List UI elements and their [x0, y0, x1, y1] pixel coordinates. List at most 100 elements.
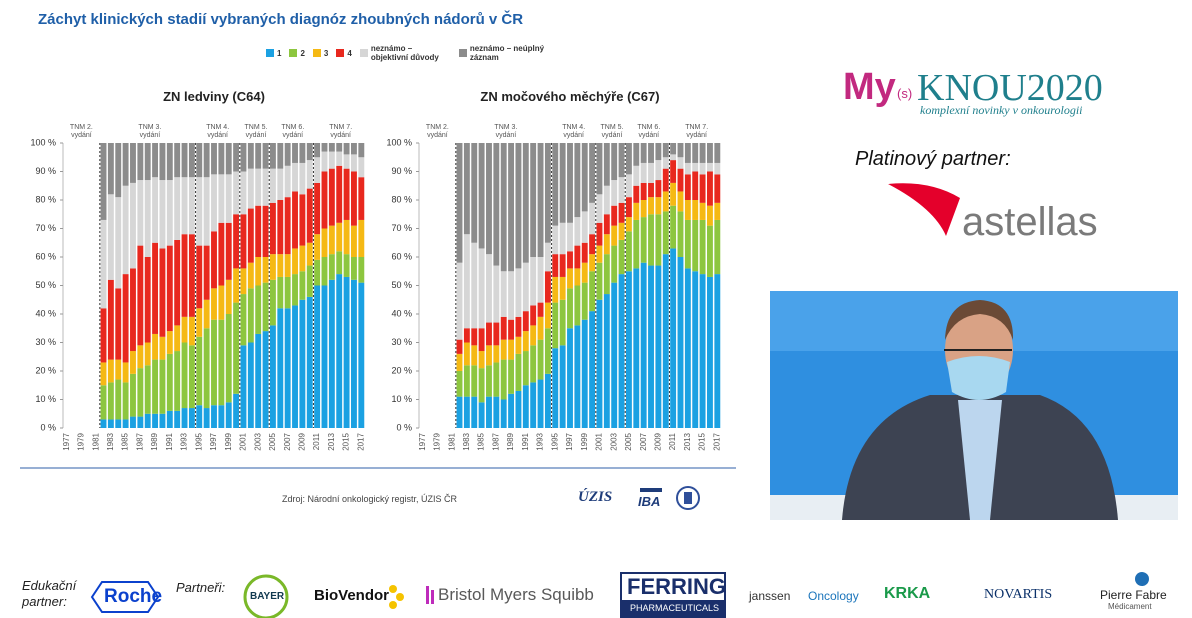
- bar-segment: [692, 220, 698, 271]
- bar-segment: [604, 254, 610, 294]
- bar-segment: [560, 254, 566, 277]
- bar-segment: [501, 271, 507, 317]
- bar-segment: [493, 266, 499, 323]
- bar-segment: [292, 163, 298, 192]
- bar-segment: [700, 220, 706, 274]
- bar-segment: [314, 183, 320, 234]
- bar-segment: [538, 340, 544, 380]
- bar-segment: [115, 143, 121, 197]
- bar-segment: [248, 263, 254, 289]
- astellas-swoosh: [888, 183, 960, 236]
- bar-segment: [277, 308, 283, 428]
- x-tick-label: 1989: [506, 432, 515, 450]
- bar-segment: [538, 143, 544, 257]
- bar-segment: [218, 286, 224, 320]
- bar-segment: [218, 174, 224, 222]
- uzis-logo: ÚZIS: [578, 489, 612, 506]
- legend: 1234neznámo – objektivní důvodyneznámo –…: [266, 44, 550, 62]
- iba-bar: [640, 488, 662, 492]
- edition-label: TNM 7. vydání: [683, 124, 711, 140]
- bar-segment: [314, 260, 320, 286]
- legend-swatch: [313, 49, 321, 57]
- bar-segment: [307, 189, 313, 243]
- bar-segment: [277, 169, 283, 200]
- bar-segment: [655, 214, 661, 265]
- bar-segment: [567, 251, 573, 268]
- bar-segment: [464, 234, 470, 328]
- bar-segment: [344, 220, 350, 254]
- bar-segment: [560, 345, 566, 428]
- bar-segment: [108, 143, 114, 194]
- x-tick-label: 2013: [683, 432, 692, 450]
- bar-segment: [218, 223, 224, 286]
- edition-label: TNM 2. vydání: [423, 124, 451, 140]
- edition-label: TNM 3. vydání: [492, 124, 520, 140]
- bar-segment: [108, 360, 114, 383]
- bar-segment: [159, 143, 165, 180]
- bar-segment: [515, 337, 521, 354]
- legend-item: 1: [266, 49, 281, 58]
- bar-segment: [700, 143, 706, 163]
- bar-segment: [159, 360, 165, 414]
- seal-inner: [684, 492, 692, 504]
- bar-segment: [270, 169, 276, 203]
- bar-segment: [611, 246, 617, 283]
- bar-segment: [700, 174, 706, 203]
- bar-segment: [574, 268, 580, 285]
- bar-segment: [329, 143, 335, 152]
- bar-segment: [292, 191, 298, 248]
- bar-segment: [152, 334, 158, 360]
- novartis-logo: NOVARTIS: [984, 587, 1052, 603]
- bar-segment: [204, 177, 210, 245]
- bar-segment: [597, 246, 603, 263]
- bar-segment: [633, 143, 639, 166]
- bar-segment: [263, 206, 269, 257]
- edition-label: TNM 4. vydání: [560, 124, 588, 140]
- bar-segment: [167, 331, 173, 354]
- bar-segment: [182, 343, 188, 409]
- bar-segment: [329, 254, 335, 280]
- bar-segment: [663, 169, 669, 192]
- bar-segment: [189, 177, 195, 234]
- bar-segment: [479, 248, 485, 328]
- y-tick-label: 100 %: [386, 137, 412, 147]
- bar-segment: [604, 214, 610, 234]
- bar-segment: [255, 143, 261, 169]
- bar-segment: [336, 166, 342, 223]
- bar-segment: [137, 417, 143, 428]
- biovendor-dot: [389, 601, 397, 609]
- y-tick-label: 50 %: [391, 280, 412, 290]
- bar-segment: [285, 166, 291, 197]
- y-tick-label: 30 %: [35, 337, 56, 347]
- x-tick-label: 1997: [209, 432, 218, 450]
- bar-segment: [145, 180, 151, 257]
- bar-segment: [241, 268, 247, 294]
- bar-segment: [130, 268, 136, 351]
- bar-segment: [641, 163, 647, 183]
- bar-segment: [508, 340, 514, 360]
- bar-segment: [589, 311, 595, 428]
- bar-segment: [530, 345, 536, 382]
- bar-segment: [574, 246, 580, 269]
- bar-segment: [255, 286, 261, 334]
- bar-segment: [464, 397, 470, 428]
- legend-label: 4: [347, 49, 351, 58]
- bar-segment: [457, 354, 463, 371]
- x-tick-label: 1977: [62, 432, 71, 450]
- bar-segment: [515, 354, 521, 391]
- bar-segment: [501, 360, 507, 400]
- bar-segment: [530, 257, 536, 305]
- bar-segment: [567, 268, 573, 288]
- bar-segment: [508, 394, 514, 428]
- bar-segment: [457, 263, 463, 340]
- bar-segment: [589, 271, 595, 311]
- brand-my: My: [843, 66, 896, 109]
- bar-segment: [329, 152, 335, 169]
- x-tick-label: 1985: [477, 432, 486, 450]
- edition-label: TNM 4. vydání: [204, 124, 232, 140]
- bar-segment: [670, 248, 676, 428]
- bar-segment: [218, 143, 224, 174]
- bar-segment: [241, 143, 247, 172]
- bar-segment: [663, 191, 669, 211]
- bar-segment: [611, 206, 617, 226]
